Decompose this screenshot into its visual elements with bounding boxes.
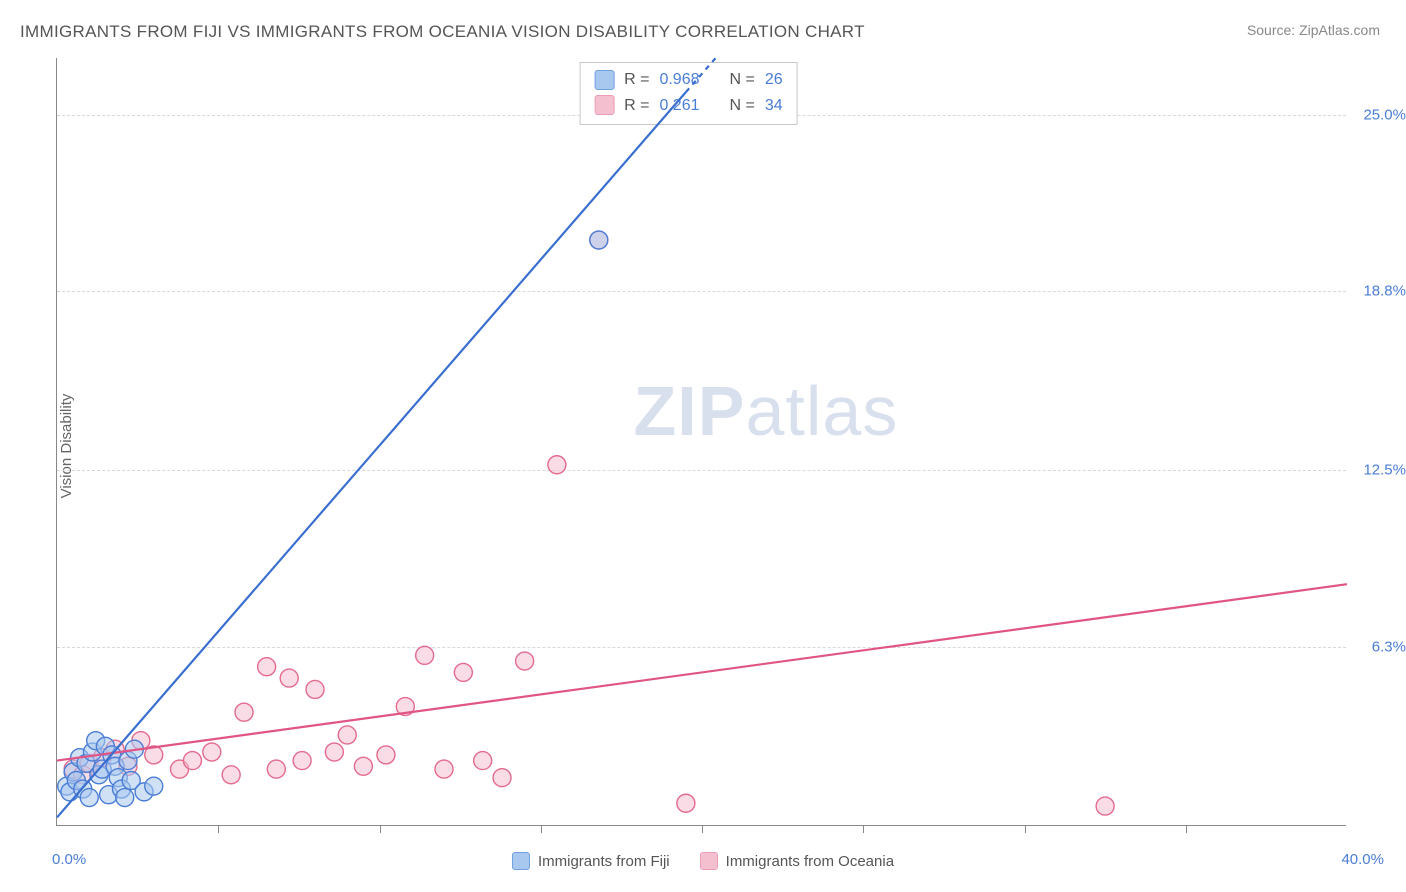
data-point xyxy=(590,231,608,249)
legend-label-oceania: Immigrants from Oceania xyxy=(726,853,894,870)
chart-title: IMMIGRANTS FROM FIJI VS IMMIGRANTS FROM … xyxy=(20,22,865,42)
swatch-fiji xyxy=(512,852,530,870)
y-tick-label: 6.3% xyxy=(1350,638,1406,655)
data-point xyxy=(267,760,285,778)
x-tick xyxy=(1186,825,1187,833)
source-link[interactable]: ZipAtlas.com xyxy=(1299,22,1380,38)
x-tick xyxy=(218,825,219,833)
regression-line xyxy=(57,584,1347,760)
regression-line xyxy=(57,92,686,817)
data-point xyxy=(377,746,395,764)
data-point xyxy=(338,726,356,744)
x-tick xyxy=(380,825,381,833)
source-attribution: Source: ZipAtlas.com xyxy=(1247,22,1380,38)
x-tick xyxy=(1025,825,1026,833)
data-point xyxy=(493,769,511,787)
data-point xyxy=(416,646,434,664)
data-point xyxy=(258,658,276,676)
data-point xyxy=(435,760,453,778)
data-point xyxy=(474,752,492,770)
data-point xyxy=(516,652,534,670)
legend-item-oceania: Immigrants from Oceania xyxy=(700,852,894,870)
data-point xyxy=(293,752,311,770)
swatch-oceania xyxy=(700,852,718,870)
data-point xyxy=(1096,797,1114,815)
data-point xyxy=(306,680,324,698)
regression-line-dashed xyxy=(686,55,718,92)
y-tick-label: 18.8% xyxy=(1350,283,1406,300)
data-point xyxy=(677,794,695,812)
data-point xyxy=(454,663,472,681)
x-axis-max-label: 40.0% xyxy=(1341,851,1384,868)
data-point xyxy=(325,743,343,761)
data-point xyxy=(116,789,134,807)
x-tick xyxy=(541,825,542,833)
plot-area: ZIPatlas 6.3%12.5%18.8%25.0% R = 0.968 N… xyxy=(56,58,1346,826)
y-tick-label: 12.5% xyxy=(1350,462,1406,479)
chart-container: IMMIGRANTS FROM FIJI VS IMMIGRANTS FROM … xyxy=(0,0,1406,892)
legend-label-fiji: Immigrants from Fiji xyxy=(538,853,670,870)
data-point xyxy=(280,669,298,687)
data-point xyxy=(183,752,201,770)
x-axis-origin-label: 0.0% xyxy=(52,851,86,868)
series-legend: Immigrants from Fiji Immigrants from Oce… xyxy=(512,852,894,870)
scatter-svg xyxy=(57,58,1346,825)
data-point xyxy=(235,703,253,721)
legend-item-fiji: Immigrants from Fiji xyxy=(512,852,670,870)
x-tick xyxy=(702,825,703,833)
data-point xyxy=(548,456,566,474)
source-label: Source: xyxy=(1247,22,1295,38)
data-point xyxy=(80,789,98,807)
data-point xyxy=(203,743,221,761)
data-point xyxy=(354,757,372,775)
data-point xyxy=(222,766,240,784)
x-tick xyxy=(863,825,864,833)
data-point xyxy=(145,777,163,795)
y-tick-label: 25.0% xyxy=(1350,106,1406,123)
